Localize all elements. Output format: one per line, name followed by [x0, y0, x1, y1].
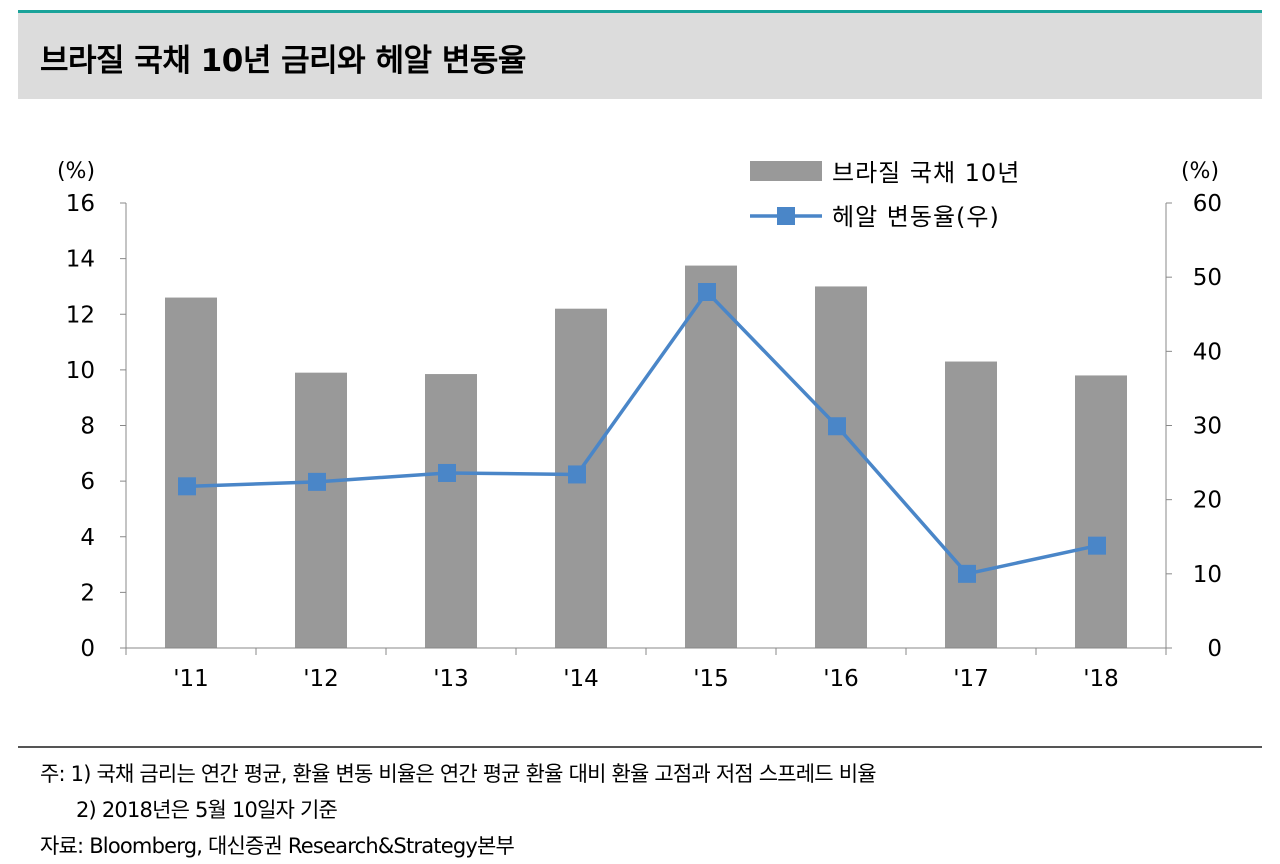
- x-tick-label-5: '16: [823, 666, 859, 692]
- left-tick-label-6: 12: [66, 302, 95, 328]
- line-point-6: [958, 564, 976, 583]
- source-line: 자료: Bloomberg, 대신증권 Research&Strategy본부: [40, 834, 515, 858]
- line-series: [186, 289, 1098, 576]
- line-point-1: [308, 472, 326, 491]
- chart-notes: 주: 1) 국채 금리는 연간 평균, 환율 변동 비율은 연간 평균 환율 대…: [40, 756, 877, 864]
- bar-1: [295, 372, 347, 648]
- right-tick-label-2: 20: [1193, 488, 1222, 514]
- x-tick-label-7: '18: [1083, 666, 1119, 692]
- left-tick-label-0: 0: [80, 636, 95, 662]
- bar-6: [945, 361, 997, 648]
- x-tick-label-2: '13: [433, 666, 469, 692]
- line-point-7: [1088, 536, 1106, 555]
- right-tick-label-6: 60: [1193, 191, 1222, 217]
- line-point-5: [828, 417, 846, 436]
- x-tick-label-4: '15: [693, 666, 729, 692]
- line-point-2: [438, 463, 456, 482]
- right-tick-label-3: 30: [1193, 414, 1222, 440]
- left-tick-label-5: 10: [66, 358, 95, 384]
- left-tick-label-1: 2: [80, 580, 95, 606]
- left-tick-label-8: 16: [66, 191, 95, 217]
- bar-0: [165, 297, 217, 648]
- right-tick-label-0: 0: [1207, 636, 1222, 662]
- left-axis-unit: (%): [57, 159, 95, 184]
- x-tick-label-3: '14: [563, 666, 599, 692]
- notes-divider: [18, 746, 1262, 748]
- x-tick-label-6: '17: [953, 666, 989, 692]
- right-tick-label-1: 10: [1193, 562, 1222, 588]
- left-tick-label-4: 8: [80, 414, 95, 440]
- page-title: 브라질 국채 10년 금리와 헤알 변동율: [40, 43, 526, 79]
- line-point-0: [178, 477, 196, 496]
- bar-7: [1075, 375, 1127, 648]
- bar-4: [685, 265, 737, 648]
- right-tick-label-5: 50: [1193, 265, 1222, 291]
- title-band: 브라질 국채 10년 금리와 헤알 변동율: [18, 13, 1262, 99]
- left-tick-label-7: 14: [66, 247, 95, 273]
- x-tick-label-1: '12: [303, 666, 339, 692]
- legend-bar-swatch: [750, 161, 822, 181]
- chart: 0 2 4 6 8 10 12 14 16 0 10 20 30 40 50 60 '11 '12 '13 '14 '1…: [57, 159, 1222, 692]
- right-tick-label-4: 40: [1193, 339, 1222, 365]
- right-axis-unit: (%): [1181, 159, 1219, 184]
- bar-2: [425, 374, 477, 648]
- bar-5: [815, 286, 867, 648]
- left-tick-label-3: 6: [80, 469, 95, 495]
- legend-line-label: 헤알 변동율(우): [832, 203, 1000, 231]
- line-point-3: [568, 465, 586, 484]
- legend-line-marker: [777, 207, 795, 225]
- x-tick-label-0: '11: [173, 666, 209, 692]
- left-tick-label-2: 4: [80, 525, 95, 551]
- line-point-4: [698, 283, 716, 301]
- note-line-1: 주: 1) 국채 금리는 연간 평균, 환율 변동 비율은 연간 평균 환율 대…: [40, 762, 877, 786]
- legend-bar-label: 브라질 국채 10년: [832, 159, 1020, 187]
- title-top-rule: [18, 10, 1262, 13]
- note-line-2: 2) 2018년은 5월 10일자 기준: [76, 798, 338, 822]
